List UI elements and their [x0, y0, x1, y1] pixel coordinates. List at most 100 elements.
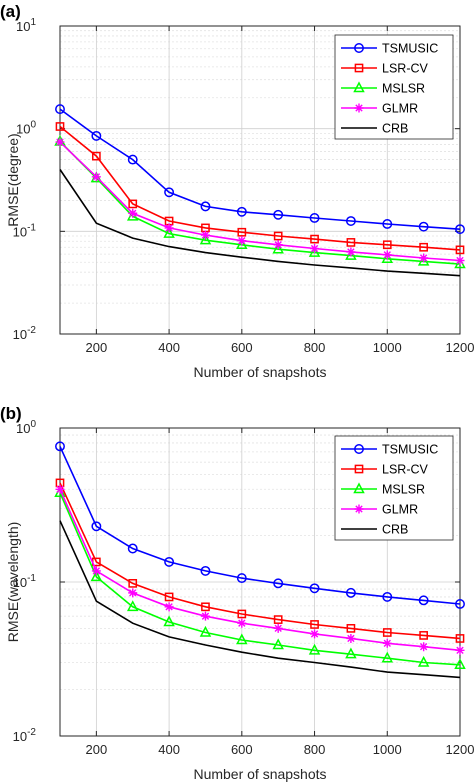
series-line [59, 492, 461, 666]
x-axis-label: Number of snapshots [193, 766, 326, 782]
series-line [59, 141, 461, 262]
data-point [237, 618, 247, 628]
x-tick-label: 1200 [446, 340, 474, 355]
data-point [346, 624, 356, 633]
data-point [418, 595, 429, 606]
axes-box [59, 25, 461, 335]
data-point [237, 227, 247, 237]
data-point [382, 250, 392, 260]
panel-label: (b) [0, 404, 22, 423]
data-point [91, 521, 102, 532]
data-point [273, 231, 283, 241]
series-line [59, 520, 461, 679]
x-tick-label: 1000 [373, 340, 402, 355]
data-point [419, 253, 429, 263]
legend-marker [353, 482, 365, 494]
y-axis-label: RMSE(degree) [5, 133, 21, 226]
legend-label: TSMUSIC [382, 443, 438, 457]
x-tick-label: 800 [304, 742, 326, 757]
data-point [455, 634, 465, 643]
data-point [127, 543, 138, 554]
x-tick-label: 600 [231, 742, 253, 757]
legend-box [334, 34, 454, 140]
x-tick-label: 800 [304, 340, 326, 355]
legend-label: MSLSR [382, 483, 425, 497]
series-line [59, 108, 461, 230]
legend-label: LSR-CV [382, 463, 429, 477]
data-point [310, 234, 319, 244]
data-point [164, 187, 175, 198]
data-point [55, 484, 65, 494]
x-tick-label: 200 [86, 340, 108, 355]
data-point [128, 199, 138, 209]
data-point [237, 609, 247, 619]
data-point [419, 631, 428, 640]
data-point [417, 655, 430, 667]
data-point [55, 122, 65, 131]
data-point [55, 104, 65, 115]
data-point [91, 172, 101, 182]
legend: TSMUSIC LSR-CV MSLSR GLMR CRB [334, 34, 454, 140]
data-point [310, 244, 320, 254]
data-point [200, 201, 211, 212]
data-point [128, 588, 138, 598]
legend-label: TSMUSIC [382, 42, 438, 56]
legend-marker [354, 444, 364, 454]
data-point [91, 566, 101, 576]
y-tick-label: 10-1 [13, 222, 37, 239]
data-point [382, 628, 392, 637]
data-point [382, 219, 393, 229]
data-point [199, 233, 212, 245]
data-point [236, 238, 248, 250]
data-point [310, 629, 320, 639]
series-line [59, 125, 461, 251]
x-tick-label: 600 [231, 340, 253, 355]
data-point [455, 224, 465, 235]
data-point [200, 230, 210, 240]
data-point [381, 651, 394, 663]
y-tick-label: 10-1 [13, 573, 37, 590]
data-point [273, 623, 283, 633]
chart-b: 200 400 600 800 1000 1200 10-2 10-1 100 Number of… [0, 404, 474, 782]
legend-label: GLMR [382, 102, 418, 116]
series-crb [59, 520, 461, 679]
data-point [92, 151, 101, 161]
legend-label: GLMR [382, 503, 418, 517]
data-point [163, 227, 175, 238]
data-point [455, 645, 465, 655]
y-tick-label: 10-2 [13, 325, 37, 342]
legend-box [334, 435, 454, 541]
data-point [236, 633, 248, 645]
series-tsmusic [55, 441, 465, 609]
data-point [236, 206, 247, 217]
data-point [345, 587, 356, 598]
y-tick-label: 101 [16, 17, 36, 34]
data-point [55, 441, 65, 452]
legend-marker [353, 81, 365, 93]
panel-label: (a) [0, 2, 21, 21]
data-point [308, 643, 321, 655]
x-tick-label: 400 [158, 742, 180, 757]
data-point [308, 246, 321, 257]
data-point [345, 216, 356, 226]
series-crb [59, 169, 461, 277]
data-point [419, 642, 429, 652]
data-point [272, 638, 284, 650]
data-point [273, 240, 283, 250]
data-point [346, 238, 356, 247]
data-point [128, 579, 138, 588]
series-line [59, 446, 461, 605]
y-axis-label: RMSE(wavelength) [5, 522, 21, 643]
data-point [199, 625, 212, 637]
series-line [59, 482, 461, 640]
data-point [272, 242, 284, 254]
series-line [59, 140, 461, 265]
data-point [164, 556, 175, 567]
x-tick-label: 400 [158, 340, 180, 355]
data-point [418, 221, 429, 232]
series-glmr [55, 137, 465, 265]
data-point [382, 638, 392, 648]
legend-label: CRB [382, 523, 408, 537]
data-point [346, 633, 356, 643]
